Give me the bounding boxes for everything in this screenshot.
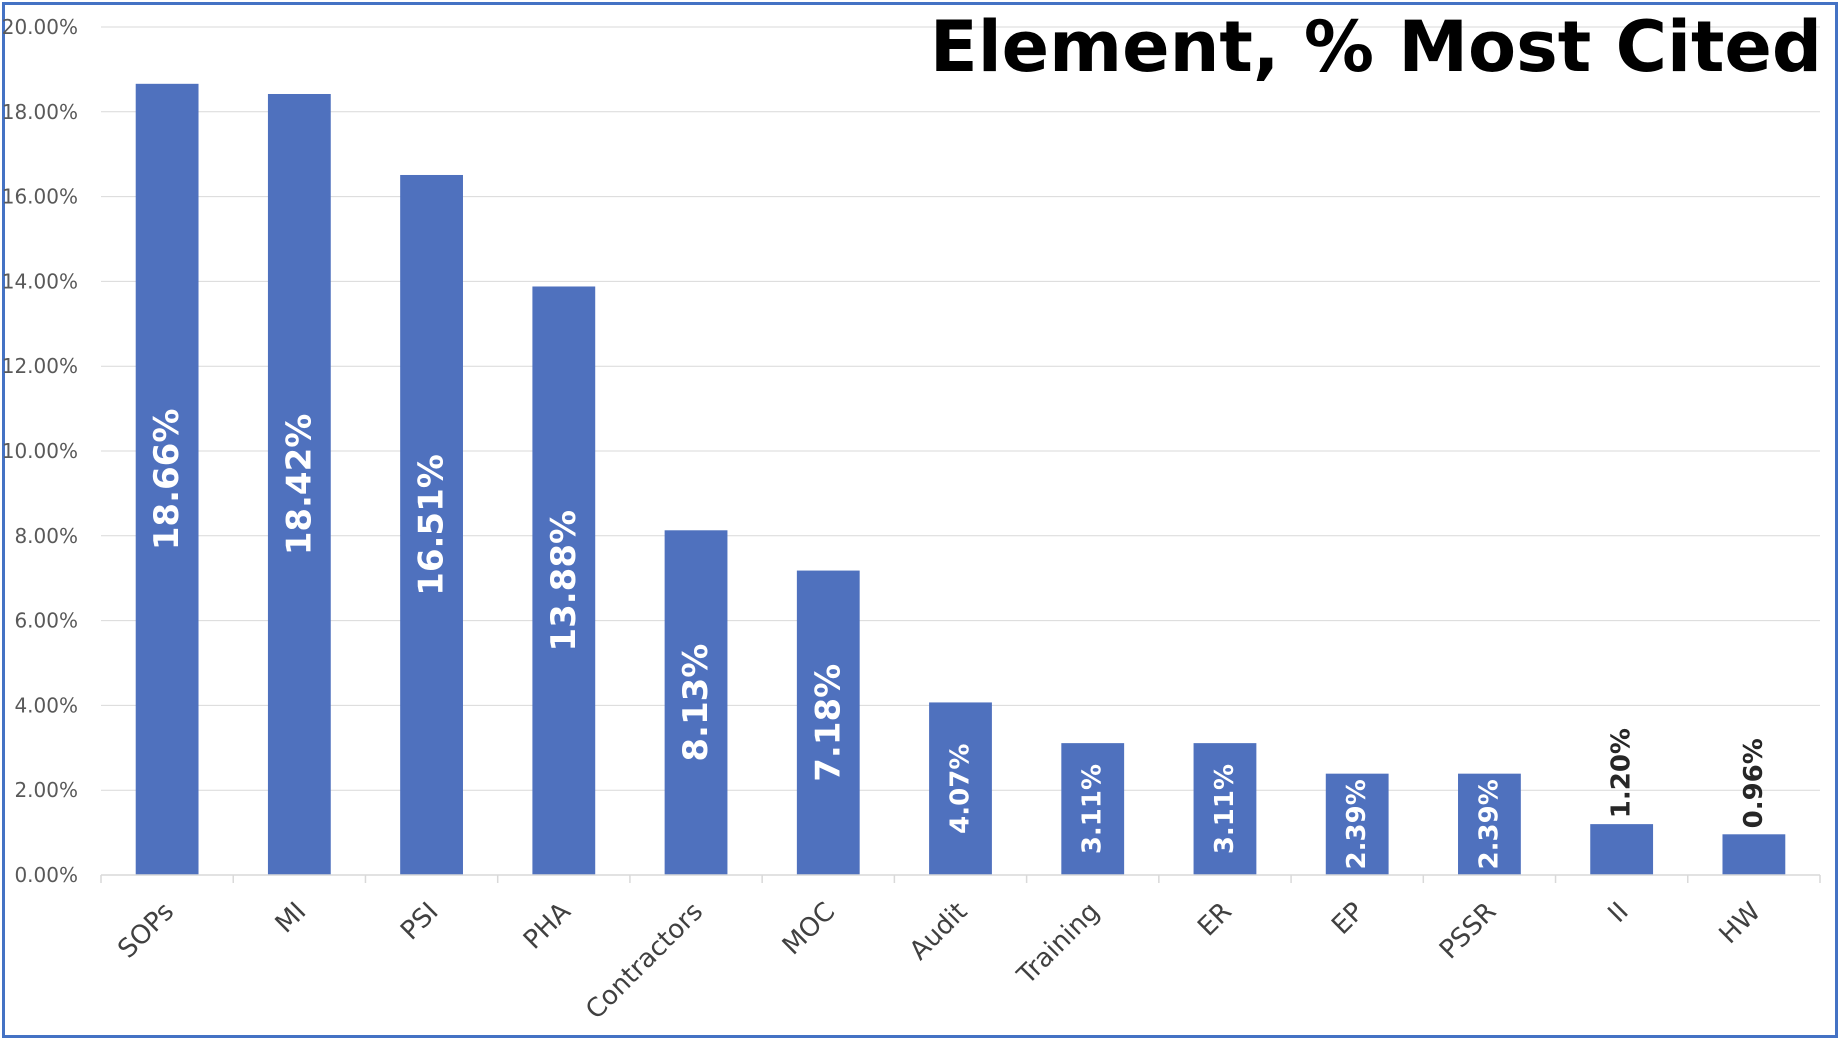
x-tick-label: PHA (518, 897, 577, 956)
x-tick-label: ER (1192, 897, 1238, 943)
data-label: 18.66% (147, 409, 187, 551)
data-label: 3.11% (1210, 764, 1240, 854)
y-axis-ticks: 0.00% 2.00% 4.00% 6.00% 8.00% 10.00% 12.00% 14.… (2, 15, 78, 887)
bar (796, 570, 860, 875)
data-label: 0.96% (1739, 738, 1769, 828)
bar (1590, 824, 1654, 875)
x-axis-categories: SOPs MI PSI PHA Contractors MOC Audit Training E… (112, 897, 1766, 1026)
data-label: 13.88% (544, 510, 584, 652)
y-tick-label: 10.00% (2, 439, 78, 463)
data-label: 16.51% (412, 454, 452, 596)
y-tick-label: 0.00% (14, 863, 78, 887)
y-tick-label: 12.00% (2, 354, 78, 378)
bar (532, 286, 596, 875)
x-tick-label: PSI (395, 897, 444, 946)
data-label: 1.20% (1607, 728, 1637, 818)
y-tick-label: 6.00% (14, 609, 78, 633)
data-label: 8.13% (676, 644, 716, 762)
bar (267, 93, 331, 875)
x-tick-label: EP (1326, 897, 1370, 941)
bar (1193, 743, 1257, 875)
gridlines (101, 26, 1820, 791)
x-tick-label: Audit (904, 897, 973, 966)
y-tick-label: 14.00% (2, 269, 78, 293)
x-tick-label: Training (1011, 897, 1105, 991)
bar (135, 83, 199, 876)
bar (400, 174, 463, 875)
chart-title: Element, % Most Cited (929, 6, 1822, 88)
bar (1325, 773, 1389, 875)
data-label: 7.18% (808, 664, 848, 782)
data-label: 2.39% (1474, 779, 1504, 869)
x-tick-label: SOPs (112, 897, 180, 965)
bar (929, 702, 992, 875)
x-axis (100, 874, 1821, 883)
x-tick-label: HW (1714, 897, 1767, 950)
bars (135, 83, 1786, 876)
data-label: 18.42% (279, 414, 319, 556)
x-tick-label: PSSR (1434, 897, 1502, 965)
bar (1061, 743, 1125, 875)
x-tick-label: MI (270, 897, 313, 940)
bar (1458, 773, 1521, 875)
y-tick-label: 20.00% (2, 15, 78, 39)
data-labels: 18.66% 18.42% 16.51% 13.88% 8.13% 7.18% 4.07% 3… (147, 409, 1769, 870)
y-tick-label: 4.00% (14, 693, 78, 717)
data-label: 4.07% (946, 744, 976, 834)
bar (664, 530, 728, 875)
data-label: 2.39% (1342, 779, 1372, 869)
x-tick-label: Contractors (580, 897, 709, 1026)
y-tick-label: 2.00% (14, 778, 78, 802)
data-label: 3.11% (1078, 764, 1108, 854)
x-tick-label: II (1603, 897, 1635, 929)
x-tick-label: MOC (777, 897, 841, 961)
y-tick-label: 8.00% (14, 524, 78, 548)
y-tick-label: 16.00% (2, 185, 78, 209)
y-tick-label: 18.00% (2, 100, 78, 124)
bar (1722, 834, 1786, 875)
